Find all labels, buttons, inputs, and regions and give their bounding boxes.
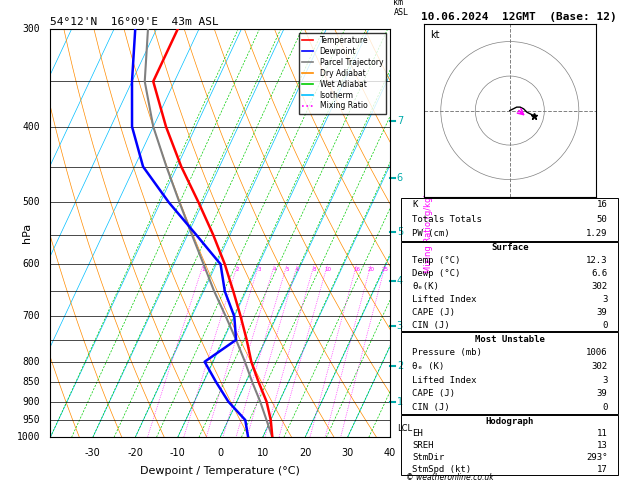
Text: 39: 39 bbox=[597, 389, 608, 398]
Text: Totals Totals: Totals Totals bbox=[412, 215, 482, 224]
Text: Most Unstable: Most Unstable bbox=[475, 335, 545, 344]
Text: EH: EH bbox=[412, 429, 423, 437]
Text: Dewpoint / Temperature (°C): Dewpoint / Temperature (°C) bbox=[140, 466, 300, 476]
Text: Lifted Index: Lifted Index bbox=[412, 295, 477, 304]
Text: 16: 16 bbox=[597, 200, 608, 209]
Text: 11: 11 bbox=[597, 429, 608, 437]
Text: © weatheronline.co.uk: © weatheronline.co.uk bbox=[406, 473, 493, 482]
Text: 30: 30 bbox=[342, 448, 353, 458]
Text: 50: 50 bbox=[597, 215, 608, 224]
Text: 1006: 1006 bbox=[586, 348, 608, 357]
Text: CIN (J): CIN (J) bbox=[412, 403, 450, 412]
Text: 500: 500 bbox=[23, 197, 40, 208]
Text: 1.29: 1.29 bbox=[586, 229, 608, 238]
Text: 0: 0 bbox=[217, 448, 223, 458]
Text: 7: 7 bbox=[397, 116, 403, 126]
Text: 40: 40 bbox=[384, 448, 396, 458]
Text: -20: -20 bbox=[127, 448, 143, 458]
Text: θₑ(K): θₑ(K) bbox=[412, 282, 439, 291]
Text: 2: 2 bbox=[236, 267, 240, 273]
Text: km
ASL: km ASL bbox=[393, 0, 408, 17]
Text: 17: 17 bbox=[597, 465, 608, 474]
Text: StmDir: StmDir bbox=[412, 453, 445, 462]
Text: K: K bbox=[412, 200, 418, 209]
Text: -30: -30 bbox=[85, 448, 101, 458]
Text: 4: 4 bbox=[273, 267, 276, 273]
Text: 12.3: 12.3 bbox=[586, 256, 608, 265]
Text: 3: 3 bbox=[397, 321, 403, 331]
Text: 0: 0 bbox=[602, 403, 608, 412]
Text: 300: 300 bbox=[23, 24, 40, 34]
Text: 800: 800 bbox=[23, 357, 40, 367]
Text: Surface: Surface bbox=[491, 243, 528, 252]
Text: 3: 3 bbox=[602, 376, 608, 384]
Text: 6: 6 bbox=[296, 267, 299, 273]
Text: 0: 0 bbox=[602, 321, 608, 330]
Text: Hodograph: Hodograph bbox=[486, 417, 534, 426]
Text: kt: kt bbox=[430, 30, 440, 40]
Text: StmSpd (kt): StmSpd (kt) bbox=[412, 465, 471, 474]
Text: 302: 302 bbox=[591, 362, 608, 371]
Text: 8: 8 bbox=[313, 267, 316, 273]
Text: 600: 600 bbox=[23, 259, 40, 269]
Text: Pressure (mb): Pressure (mb) bbox=[412, 348, 482, 357]
Text: LCL: LCL bbox=[397, 424, 412, 433]
Text: CAPE (J): CAPE (J) bbox=[412, 389, 455, 398]
Text: 5: 5 bbox=[286, 267, 289, 273]
Text: θₑ (K): θₑ (K) bbox=[412, 362, 445, 371]
Legend: Temperature, Dewpoint, Parcel Trajectory, Dry Adiabat, Wet Adiabat, Isotherm, Mi: Temperature, Dewpoint, Parcel Trajectory… bbox=[299, 33, 386, 114]
Text: 6.6: 6.6 bbox=[591, 269, 608, 278]
Text: 10.06.2024  12GMT  (Base: 12): 10.06.2024 12GMT (Base: 12) bbox=[421, 12, 617, 22]
Text: 950: 950 bbox=[23, 415, 40, 425]
Text: 1000: 1000 bbox=[16, 433, 40, 442]
Text: 3: 3 bbox=[602, 295, 608, 304]
Text: 4: 4 bbox=[397, 276, 403, 286]
Text: 1: 1 bbox=[201, 267, 205, 273]
Text: -10: -10 bbox=[170, 448, 186, 458]
Text: Temp (°C): Temp (°C) bbox=[412, 256, 460, 265]
Text: 16: 16 bbox=[353, 267, 360, 273]
Text: 10: 10 bbox=[257, 448, 269, 458]
Text: Lifted Index: Lifted Index bbox=[412, 376, 477, 384]
Text: Mixing Ratio (g/kg): Mixing Ratio (g/kg) bbox=[424, 193, 433, 273]
Text: 39: 39 bbox=[597, 308, 608, 317]
Text: 700: 700 bbox=[23, 312, 40, 321]
Text: 20: 20 bbox=[299, 448, 311, 458]
Text: 2: 2 bbox=[397, 361, 403, 371]
Text: hPa: hPa bbox=[21, 223, 31, 243]
Text: SREH: SREH bbox=[412, 441, 433, 450]
Text: CIN (J): CIN (J) bbox=[412, 321, 450, 330]
Text: 6: 6 bbox=[397, 173, 403, 183]
Text: 25: 25 bbox=[382, 267, 389, 273]
Text: 1: 1 bbox=[397, 397, 403, 407]
Text: 302: 302 bbox=[591, 282, 608, 291]
Text: 850: 850 bbox=[23, 377, 40, 387]
Text: 3: 3 bbox=[257, 267, 261, 273]
Text: 400: 400 bbox=[23, 122, 40, 132]
Text: Dewp (°C): Dewp (°C) bbox=[412, 269, 460, 278]
Text: 900: 900 bbox=[23, 397, 40, 407]
Text: 5: 5 bbox=[397, 226, 403, 237]
Text: 20: 20 bbox=[367, 267, 374, 273]
Text: 13: 13 bbox=[597, 441, 608, 450]
Text: CAPE (J): CAPE (J) bbox=[412, 308, 455, 317]
Text: 293°: 293° bbox=[586, 453, 608, 462]
Text: 10: 10 bbox=[324, 267, 331, 273]
Text: 54°12'N  16°09'E  43m ASL: 54°12'N 16°09'E 43m ASL bbox=[50, 17, 219, 27]
Text: PW (cm): PW (cm) bbox=[412, 229, 450, 238]
